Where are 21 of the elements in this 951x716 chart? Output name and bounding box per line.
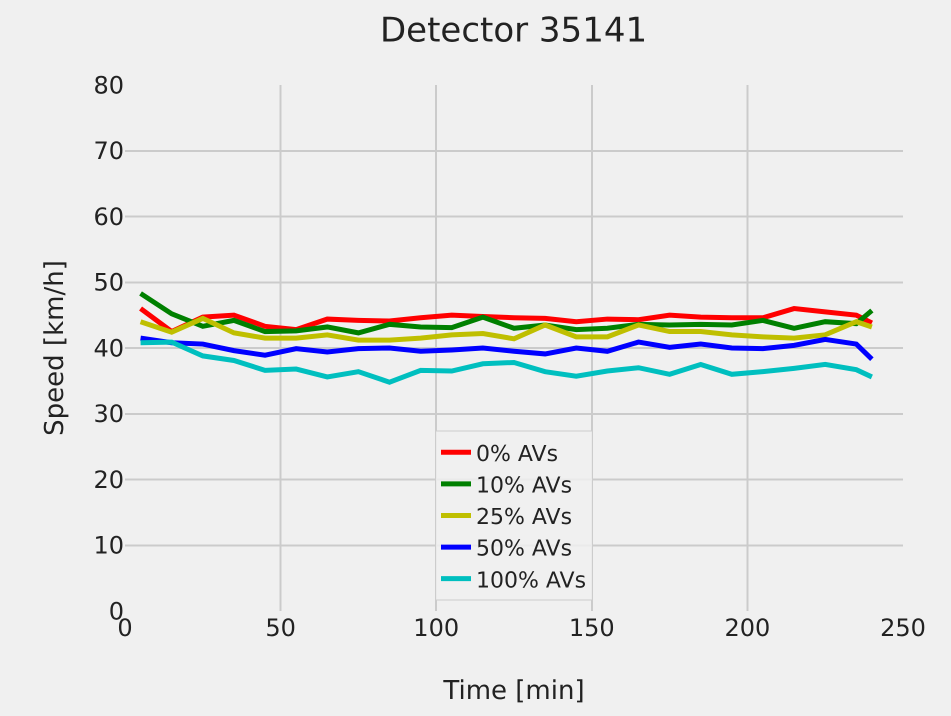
x-axis-title: Time [min] xyxy=(442,676,585,706)
y-tick-label: 30 xyxy=(93,400,124,428)
x-tick-label: 50 xyxy=(265,614,296,642)
y-tick-label: 50 xyxy=(93,268,124,297)
x-tick-label: 100 xyxy=(413,614,460,642)
legend-label: 100% AVs xyxy=(476,568,586,594)
x-tick-label: 150 xyxy=(568,614,615,642)
y-tick-label: 60 xyxy=(93,202,124,231)
y-tick-label: 40 xyxy=(93,334,124,362)
legend-label: 0% AVs xyxy=(476,442,558,467)
y-tick-label: 80 xyxy=(93,71,124,100)
x-tick-label: 250 xyxy=(880,614,926,642)
x-tick-label: 200 xyxy=(724,614,770,642)
y-tick-label: 20 xyxy=(93,466,124,494)
legend-label: 10% AVs xyxy=(476,473,572,498)
legend-label: 25% AVs xyxy=(476,505,572,530)
y-tick-label: 70 xyxy=(93,137,124,166)
legend-label: 50% AVs xyxy=(476,536,572,562)
y-axis-title: Speed [km/h] xyxy=(40,260,70,436)
chart-title: Detector 35141 xyxy=(380,10,648,51)
y-tick-label: 10 xyxy=(93,532,124,560)
